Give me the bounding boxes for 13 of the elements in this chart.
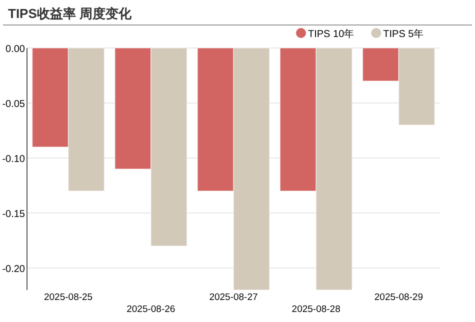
- y-tick-label: -0.20: [2, 264, 26, 275]
- x-tick-label: 2025-08-26: [126, 304, 176, 315]
- y-tick-label: -0.10: [2, 154, 26, 165]
- y-tick-label: -0.05: [2, 99, 26, 110]
- chart-title: TIPS收益率 周度变化: [8, 6, 133, 21]
- x-tick-label: 2025-08-25: [44, 292, 93, 303]
- y-tick-label: -0.15: [2, 209, 26, 220]
- x-tick-label: 2025-08-29: [374, 292, 424, 303]
- x-tick-label: 2025-08-28: [292, 304, 340, 315]
- y-tick-label: 0.00: [6, 44, 26, 55]
- legend-label: TIPS 5年: [383, 28, 424, 40]
- legend-label: TIPS 10年: [308, 28, 354, 40]
- x-tick-label: 2025-08-27: [209, 292, 258, 303]
